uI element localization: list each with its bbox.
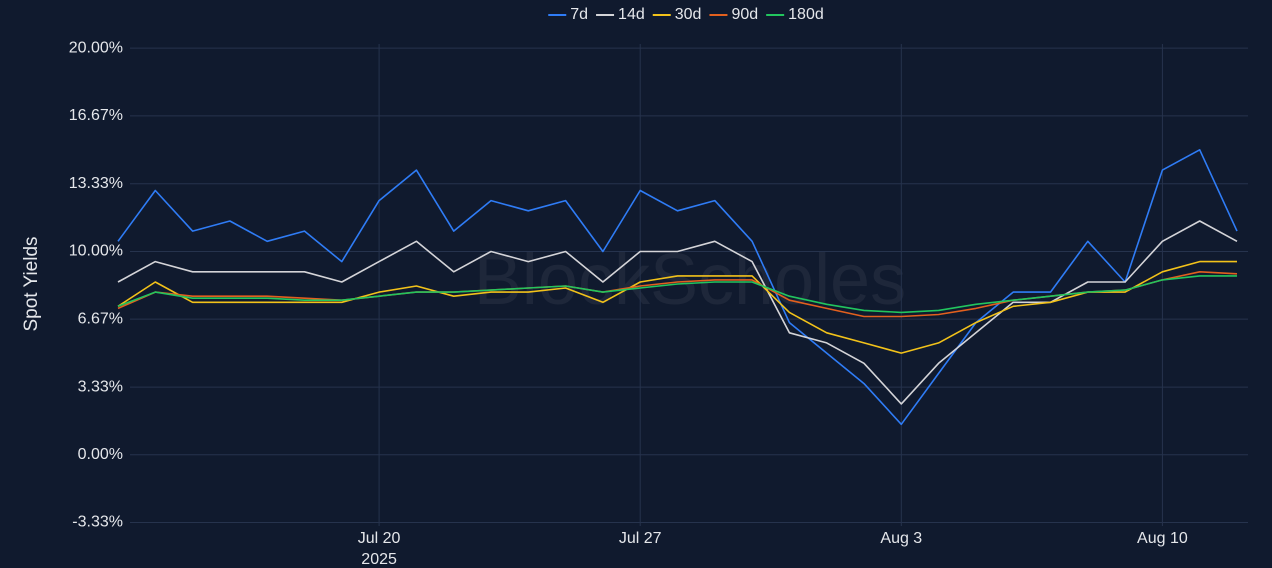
legend-label: 90d [731,6,758,23]
line-series [117,275,1237,314]
y-tick-label: 16.67% [69,107,123,124]
y-axis-label: Spot Yields [21,236,42,331]
y-tick-label: 0.00% [78,446,123,463]
y-tick-label: 3.33% [78,378,123,395]
legend-label: 7d [570,6,588,23]
y-tick-label: 20.00% [69,39,123,56]
x-year-label: 2025 [361,551,397,568]
x-tick-label: Aug 10 [1137,530,1188,547]
y-tick-label: -3.33% [72,514,123,531]
legend-label: 30d [675,6,702,23]
x-tick-label: Jul 20 [358,530,401,547]
y-tick-label: 13.33% [69,175,123,192]
watermark: BlockScholes [474,240,906,320]
line-series [117,149,1238,426]
y-tick-label: 6.67% [78,310,123,327]
x-tick-label: Jul 27 [619,530,662,547]
legend-label: 180d [788,6,824,23]
legend-label: 14d [618,6,645,23]
x-tick-label: Aug 3 [880,530,922,547]
line-series [117,260,1237,354]
y-tick-label: 10.00% [69,243,123,260]
